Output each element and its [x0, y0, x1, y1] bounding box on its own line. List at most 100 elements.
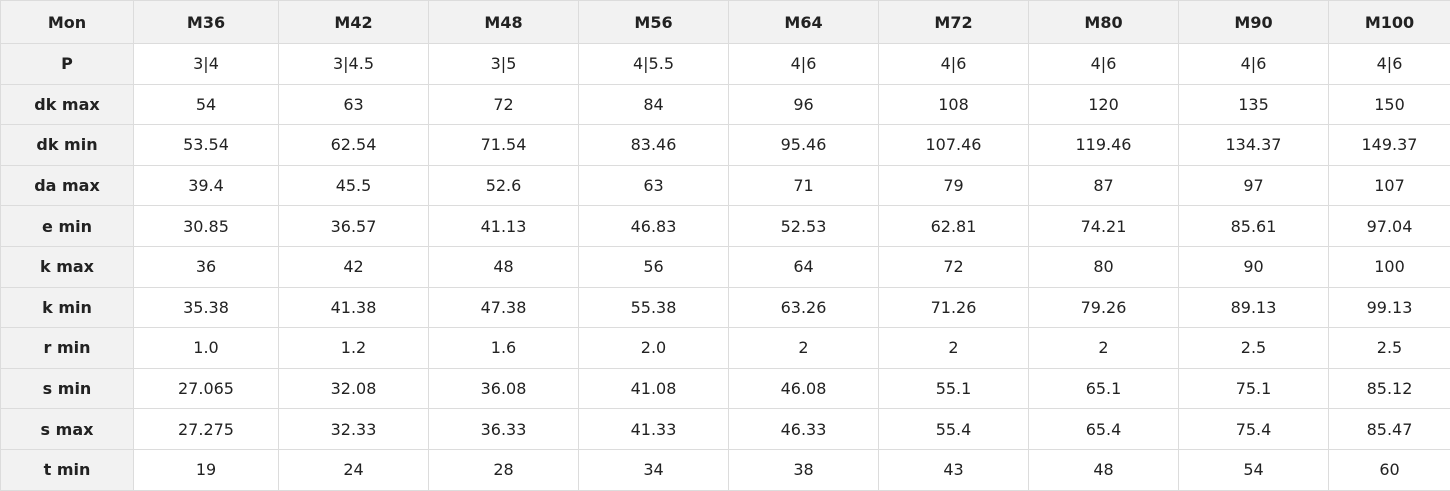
cell: 3|5 — [429, 44, 579, 85]
header-cell: M56 — [579, 1, 729, 44]
cell: 65.4 — [1029, 409, 1179, 450]
cell: 95.46 — [729, 125, 879, 166]
cell: 48 — [1029, 449, 1179, 490]
cell: 100 — [1329, 246, 1450, 287]
cell: 71 — [729, 165, 879, 206]
cell: 80 — [1029, 246, 1179, 287]
cell: 4|6 — [729, 44, 879, 85]
cell: 63.26 — [729, 287, 879, 328]
cell: 19 — [134, 449, 279, 490]
cell: 72 — [429, 84, 579, 125]
row-label: P — [1, 44, 134, 85]
cell: 85.61 — [1179, 206, 1329, 247]
cell: 52.53 — [729, 206, 879, 247]
header-cell: M80 — [1029, 1, 1179, 44]
cell: 62.54 — [279, 125, 429, 166]
header-cell: M72 — [879, 1, 1029, 44]
cell: 107.46 — [879, 125, 1029, 166]
cell: 75.1 — [1179, 368, 1329, 409]
cell: 79.26 — [1029, 287, 1179, 328]
cell: 90 — [1179, 246, 1329, 287]
cell: 41.38 — [279, 287, 429, 328]
cell: 41.13 — [429, 206, 579, 247]
row-label: s max — [1, 409, 134, 450]
cell: 63 — [579, 165, 729, 206]
cell: 134.37 — [1179, 125, 1329, 166]
cell: 42 — [279, 246, 429, 287]
cell: 47.38 — [429, 287, 579, 328]
cell: 99.13 — [1329, 287, 1450, 328]
cell: 2 — [1029, 328, 1179, 369]
cell: 32.33 — [279, 409, 429, 450]
cell: 43 — [879, 449, 1029, 490]
cell: 2.0 — [579, 328, 729, 369]
cell: 52.6 — [429, 165, 579, 206]
cell: 63 — [279, 84, 429, 125]
cell: 35.38 — [134, 287, 279, 328]
cell: 46.33 — [729, 409, 879, 450]
cell: 72 — [879, 246, 1029, 287]
cell: 27.275 — [134, 409, 279, 450]
header-cell: M90 — [1179, 1, 1329, 44]
header-cell: M42 — [279, 1, 429, 44]
cell: 2 — [729, 328, 879, 369]
cell: 64 — [729, 246, 879, 287]
cell: 53.54 — [134, 125, 279, 166]
row-label: r min — [1, 328, 134, 369]
cell: 4|5.5 — [579, 44, 729, 85]
cell: 119.46 — [1029, 125, 1179, 166]
cell: 56 — [579, 246, 729, 287]
header-cell: Mon — [1, 1, 134, 44]
cell: 36 — [134, 246, 279, 287]
cell: 84 — [579, 84, 729, 125]
cell: 45.5 — [279, 165, 429, 206]
row-label: t min — [1, 449, 134, 490]
cell: 71.54 — [429, 125, 579, 166]
header-cell: M48 — [429, 1, 579, 44]
cell: 3|4.5 — [279, 44, 429, 85]
cell: 28 — [429, 449, 579, 490]
cell: 97.04 — [1329, 206, 1450, 247]
cell: 62.81 — [879, 206, 1029, 247]
cell: 54 — [1179, 449, 1329, 490]
row-label: e min — [1, 206, 134, 247]
header-cell: M100 — [1329, 1, 1450, 44]
cell: 75.4 — [1179, 409, 1329, 450]
cell: 55.4 — [879, 409, 1029, 450]
cell: 55.1 — [879, 368, 1029, 409]
cell: 89.13 — [1179, 287, 1329, 328]
cell: 60 — [1329, 449, 1450, 490]
cell: 46.08 — [729, 368, 879, 409]
cell: 4|6 — [1329, 44, 1450, 85]
cell: 71.26 — [879, 287, 1029, 328]
row-label: da max — [1, 165, 134, 206]
cell: 32.08 — [279, 368, 429, 409]
cell: 27.065 — [134, 368, 279, 409]
cell: 36.33 — [429, 409, 579, 450]
cell: 96 — [729, 84, 879, 125]
cell: 83.46 — [579, 125, 729, 166]
row-label: dk max — [1, 84, 134, 125]
cell: 36.57 — [279, 206, 429, 247]
cell: 135 — [1179, 84, 1329, 125]
header-cell: M64 — [729, 1, 879, 44]
cell: 3|4 — [134, 44, 279, 85]
cell: 2.5 — [1179, 328, 1329, 369]
row-label: k min — [1, 287, 134, 328]
cell: 150 — [1329, 84, 1450, 125]
cell: 1.6 — [429, 328, 579, 369]
cell: 2.5 — [1329, 328, 1450, 369]
cell: 36.08 — [429, 368, 579, 409]
cell: 107 — [1329, 165, 1450, 206]
cell: 30.85 — [134, 206, 279, 247]
